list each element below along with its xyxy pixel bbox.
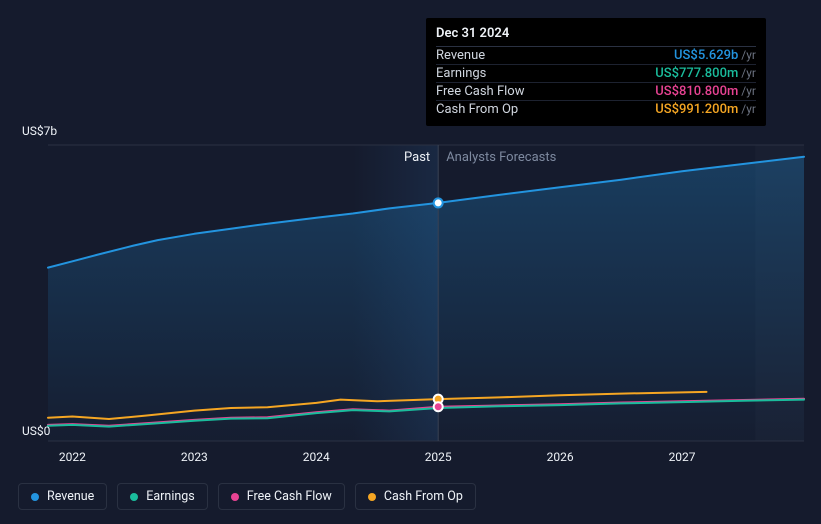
svg-text:US$0: US$0	[22, 424, 51, 438]
tooltip-date: Dec 31 2024	[436, 24, 756, 47]
legend-label: Free Cash Flow	[247, 489, 332, 504]
legend-label: Earnings	[146, 489, 194, 504]
svg-text:Analysts Forecasts: Analysts Forecasts	[446, 150, 556, 165]
legend-dot-icon	[231, 493, 239, 501]
svg-text:2025: 2025	[425, 450, 452, 464]
legend-item-cash_from_op[interactable]: Cash From Op	[355, 483, 476, 510]
tooltip-value: US$777.800m	[655, 66, 738, 81]
legend-dot-icon	[130, 493, 138, 501]
legend-item-revenue[interactable]: Revenue	[18, 483, 107, 510]
svg-text:2027: 2027	[669, 450, 696, 464]
svg-text:2024: 2024	[303, 450, 330, 464]
tooltip-value: US$5.629b	[674, 48, 738, 63]
legend-label: Cash From Op	[384, 489, 463, 504]
tooltip-key: Free Cash Flow	[436, 84, 655, 99]
tooltip-row: EarningsUS$777.800m/yr	[436, 65, 756, 83]
svg-text:2022: 2022	[59, 450, 86, 464]
legend-item-free_cash_flow[interactable]: Free Cash Flow	[218, 483, 345, 510]
svg-text:2026: 2026	[547, 450, 574, 464]
svg-text:US$7b: US$7b	[22, 124, 57, 138]
tooltip-unit: /yr	[741, 66, 756, 80]
tooltip-row: RevenueUS$5.629b/yr	[436, 47, 756, 65]
chart-legend: Revenue Earnings Free Cash Flow Cash From O…	[18, 483, 476, 510]
legend-label: Revenue	[47, 489, 94, 504]
svg-text:2023: 2023	[181, 450, 208, 464]
tooltip-key: Cash From Op	[436, 102, 655, 117]
legend-dot-icon	[368, 493, 376, 501]
legend-dot-icon	[31, 493, 39, 501]
tooltip-key: Revenue	[436, 48, 674, 63]
tooltip-row: Free Cash FlowUS$810.800m/yr	[436, 83, 756, 101]
legend-item-earnings[interactable]: Earnings	[117, 483, 207, 510]
svg-text:Past: Past	[404, 150, 430, 165]
tooltip-value: US$810.800m	[655, 84, 738, 99]
tooltip-key: Earnings	[436, 66, 655, 81]
chart-tooltip: Dec 31 2024 RevenueUS$5.629b/yrEarningsU…	[426, 18, 766, 126]
tooltip-unit: /yr	[741, 84, 756, 98]
tooltip-row: Cash From OpUS$991.200m/yr	[436, 101, 756, 118]
tooltip-value: US$991.200m	[655, 102, 738, 117]
tooltip-unit: /yr	[741, 48, 756, 62]
tooltip-unit: /yr	[741, 102, 756, 116]
